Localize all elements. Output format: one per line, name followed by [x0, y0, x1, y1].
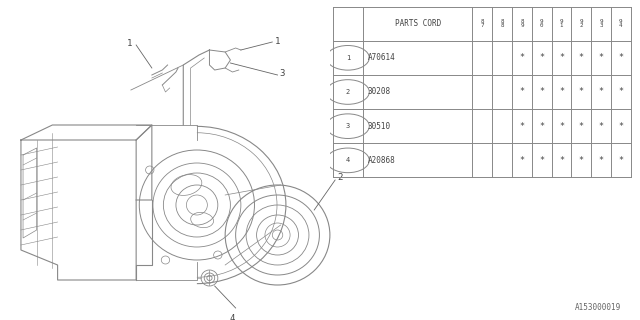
Text: *: *: [598, 122, 604, 131]
Text: *: *: [618, 87, 623, 97]
Text: *: *: [598, 87, 604, 97]
Text: *: *: [598, 156, 604, 165]
Text: *: *: [559, 156, 564, 165]
Text: 8
7: 8 7: [481, 19, 484, 28]
Text: *: *: [539, 87, 544, 97]
Text: *: *: [579, 156, 584, 165]
Text: 9
4: 9 4: [619, 19, 623, 28]
Text: 4: 4: [346, 157, 350, 164]
Text: *: *: [559, 87, 564, 97]
Text: 30208: 30208: [367, 87, 391, 97]
Text: *: *: [618, 53, 623, 62]
Text: 4: 4: [230, 314, 235, 320]
Text: 9
3: 9 3: [599, 19, 603, 28]
Text: *: *: [520, 122, 524, 131]
Text: 8
9: 8 9: [520, 19, 524, 28]
Text: *: *: [579, 53, 584, 62]
Text: *: *: [539, 156, 544, 165]
Text: *: *: [520, 53, 524, 62]
Text: 30510: 30510: [367, 122, 391, 131]
Text: 2: 2: [337, 173, 342, 182]
Text: *: *: [520, 87, 524, 97]
Text: A20868: A20868: [367, 156, 396, 165]
Text: 3: 3: [346, 123, 350, 129]
Text: *: *: [579, 122, 584, 131]
Text: 1: 1: [275, 36, 280, 45]
Text: 2: 2: [346, 89, 350, 95]
Text: PARTS CORD: PARTS CORD: [395, 19, 441, 28]
Text: 9
0: 9 0: [540, 19, 543, 28]
Text: 1: 1: [127, 38, 132, 47]
Text: *: *: [618, 122, 623, 131]
Text: *: *: [579, 87, 584, 97]
Text: 9
2: 9 2: [579, 19, 583, 28]
Text: *: *: [520, 156, 524, 165]
Text: 8
8: 8 8: [500, 19, 504, 28]
Text: 3: 3: [280, 69, 285, 78]
Text: *: *: [539, 53, 544, 62]
Text: A70614: A70614: [367, 53, 396, 62]
Text: 9
1: 9 1: [559, 19, 563, 28]
Text: *: *: [598, 53, 604, 62]
Text: *: *: [539, 122, 544, 131]
Text: *: *: [618, 156, 623, 165]
Text: A153000019: A153000019: [575, 303, 621, 312]
Text: *: *: [559, 122, 564, 131]
Text: *: *: [559, 53, 564, 62]
Text: 1: 1: [346, 55, 350, 61]
